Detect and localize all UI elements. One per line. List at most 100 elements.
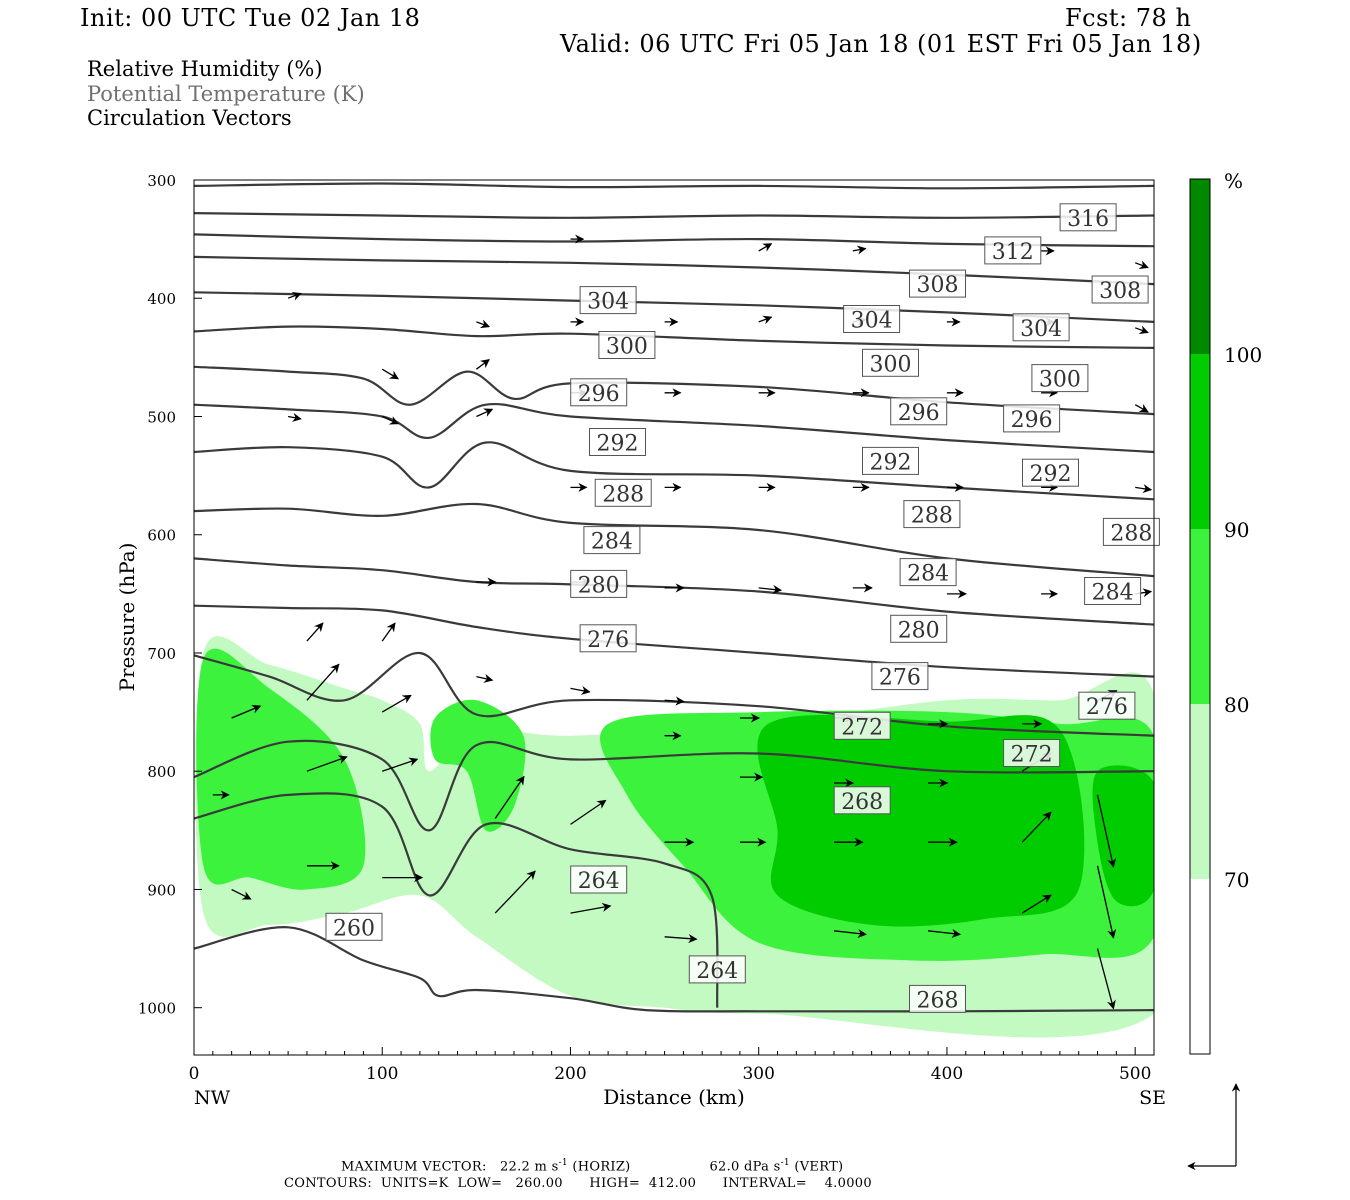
theta-contour-300 — [194, 291, 1154, 323]
contour-label-box — [862, 446, 919, 475]
contour-label-text: 272 — [1011, 743, 1053, 768]
contour-label-28: 272 — [1003, 739, 1061, 768]
contour-label-31: 264 — [688, 955, 746, 984]
contour-label-text: 304 — [851, 309, 893, 334]
colorbar-label-90: 90 — [1224, 518, 1249, 542]
y-tick-label-700: 700 — [147, 645, 176, 663]
vector-7 — [381, 694, 412, 713]
vector-27 — [1096, 865, 1117, 939]
contour-label-text: 268 — [917, 988, 959, 1013]
contour-label-box — [570, 569, 628, 598]
vert-suffix: (VERT) — [789, 1159, 844, 1175]
contour-label-32: 268 — [909, 984, 966, 1013]
theta-contour-316 — [194, 182, 1154, 190]
contour-label-text: 280 — [898, 618, 940, 643]
contour-label-text: 292 — [1030, 462, 1072, 487]
contour-label-14: 292 — [862, 446, 919, 475]
rh-field-b90_100-5 — [1092, 765, 1154, 907]
contour-label-box — [890, 397, 948, 426]
colorbar-band-below-70 — [1190, 879, 1210, 1054]
vector-26 — [1096, 794, 1117, 868]
y-axis-label: Pressure (hPa) — [115, 543, 139, 692]
plot-frame — [193, 179, 1155, 1056]
colorbar-band-90-100 — [1190, 354, 1210, 529]
theta-contour-296 — [194, 325, 1154, 349]
contour-label-text: 300 — [606, 335, 648, 360]
contour-label-text: 304 — [587, 290, 629, 315]
vector-35 — [476, 673, 494, 683]
contour-label-text: 276 — [587, 628, 629, 653]
rh-field-b90_100-4 — [757, 714, 1085, 927]
vector-57 — [476, 408, 494, 418]
vector-11 — [570, 902, 612, 914]
contour-labels: 316 312 308 308 304 304 304 300 300 300 296 296 296 2… — [325, 203, 1160, 1013]
x-tick-label-300: 300 — [742, 1064, 774, 1084]
vector-5 — [306, 663, 340, 701]
contour-label-box — [1102, 517, 1160, 546]
contour-label-box — [570, 378, 628, 407]
x-end-label-right: SE — [1139, 1087, 1166, 1109]
contour-label-box — [570, 865, 628, 894]
contour-label-box — [871, 662, 929, 691]
vector-56 — [381, 415, 400, 425]
contour-label-text: 292 — [870, 450, 912, 475]
vector-19 — [833, 928, 867, 939]
contour-label-box — [1012, 313, 1070, 342]
contour-label-text: 284 — [907, 562, 949, 587]
axes: 300 400 500 600 700 800 900 1000 0 100 200 300 400 50… — [115, 172, 1166, 1109]
vector-2 — [231, 888, 252, 900]
vector-69 — [758, 315, 773, 325]
vector-25 — [1021, 894, 1052, 914]
contour-label-text: 296 — [1011, 408, 1053, 433]
vector-28 — [1096, 948, 1116, 1010]
contour-label-box — [984, 236, 1042, 265]
contour-label-text: 276 — [1086, 695, 1128, 720]
x-tick-label-100: 100 — [366, 1064, 398, 1084]
contour-label-box — [589, 428, 646, 456]
theta-contour-312 — [194, 212, 1154, 219]
contour-label-text: 264 — [578, 869, 620, 894]
contour-label-12: 296 — [1003, 404, 1061, 433]
vector-73 — [1134, 325, 1149, 334]
vector-6 — [381, 757, 419, 772]
x-tick-label-200: 200 — [554, 1064, 586, 1084]
theta-contour-308 — [194, 233, 1154, 248]
valid-time: Valid: 06 UTC Fri 05 Jan 18 (01 EST Fri … — [560, 30, 1202, 58]
contour-label-text: 268 — [841, 790, 883, 815]
legend-potential-temperature: Potential Temperature (K) — [87, 82, 365, 106]
max-vector-line: MAXIMUM VECTOR: 22.2 m s-1 (HORIZ) 62.0 … — [341, 1158, 843, 1174]
contour-label-29: 268 — [833, 786, 891, 815]
contour-label-text: 300 — [1039, 368, 1081, 393]
contour-label-text: 264 — [696, 959, 738, 984]
vector-14 — [664, 934, 698, 944]
contour-label-2: 308 — [909, 269, 966, 298]
contour-label-16: 288 — [594, 478, 652, 507]
contour-label-box — [1003, 404, 1061, 433]
contour-label-text: 288 — [911, 504, 953, 529]
contour-label-box — [1091, 275, 1149, 304]
colorbar-band-100 — [1190, 179, 1210, 354]
vector-9 — [494, 870, 536, 914]
contour-label-box — [1078, 691, 1136, 720]
vector-1 — [231, 704, 262, 719]
contour-label-text: 288 — [1110, 521, 1152, 546]
contour-label-4: 304 — [579, 286, 637, 315]
contour-label-box — [1059, 203, 1117, 232]
contour-label-box — [1031, 364, 1089, 393]
contour-label-box — [899, 558, 957, 587]
vector-64 — [1134, 403, 1149, 413]
colorbar-label-100: 100 — [1224, 343, 1262, 367]
vert-exponent: -1 — [780, 1158, 790, 1168]
vector-37 — [664, 696, 685, 706]
max-vector-vert: 62.0 dPa s — [709, 1159, 781, 1175]
colorbar-label-80: 80 — [1224, 693, 1249, 717]
vector-36 — [570, 686, 591, 695]
contour-label-text: 308 — [1099, 279, 1141, 304]
contour-label-18: 288 — [1102, 517, 1160, 546]
relative-humidity-fill — [195, 636, 1154, 1038]
vector-22 — [928, 928, 962, 939]
max-vector-label: MAXIMUM VECTOR: — [341, 1159, 487, 1175]
vector-75 — [476, 319, 491, 329]
contour-label-25: 276 — [871, 662, 929, 691]
